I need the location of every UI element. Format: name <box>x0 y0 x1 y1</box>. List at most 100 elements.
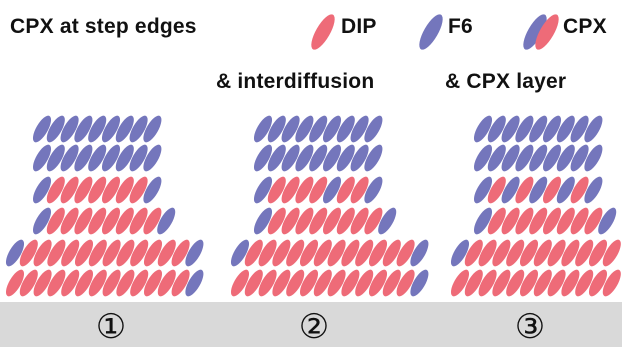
legend-cpx-icon <box>523 14 559 50</box>
f6-molecule <box>542 144 562 172</box>
f6-molecule <box>143 115 162 143</box>
dip-molecule <box>341 239 360 267</box>
step-2-label: ② <box>299 307 329 347</box>
f6-molecule <box>487 115 506 143</box>
dip-molecule <box>368 239 388 267</box>
f6-molecule <box>32 144 52 172</box>
f6-molecule <box>60 144 79 172</box>
dip-molecule <box>19 239 38 267</box>
dip-molecule <box>299 239 319 267</box>
dip-molecule <box>5 269 25 297</box>
f6-molecule <box>584 115 603 143</box>
dip-molecule <box>60 207 79 235</box>
dip-molecule <box>478 239 497 267</box>
dip-molecule <box>478 269 497 297</box>
substrate <box>0 302 622 347</box>
dip-molecule <box>267 207 286 235</box>
dip-molecule <box>272 239 291 267</box>
dip-molecule <box>244 239 263 267</box>
f6-molecule <box>584 176 603 204</box>
dip-molecule <box>487 207 506 235</box>
f6-molecule <box>450 239 470 267</box>
dip-molecule <box>157 239 176 267</box>
dip-molecule <box>450 269 470 297</box>
f6-molecule <box>501 144 520 172</box>
f6-molecule <box>556 115 575 143</box>
dip-molecule <box>171 269 190 297</box>
f6-molecule <box>487 144 506 172</box>
dip-molecule <box>88 207 107 235</box>
f6-molecule <box>281 115 300 143</box>
f6-molecule <box>570 144 589 172</box>
f6-molecule <box>60 115 79 143</box>
dip-molecule <box>561 239 580 267</box>
dip-molecule <box>382 239 401 267</box>
dip-molecule <box>115 207 134 235</box>
dip-molecule <box>519 269 539 297</box>
f6-molecule <box>570 115 589 143</box>
f6-molecule <box>32 115 52 143</box>
dip-molecule <box>487 176 506 204</box>
dip-molecule <box>341 269 360 297</box>
f6-molecule <box>230 239 250 267</box>
f6-molecule <box>115 144 134 172</box>
f6-molecule <box>364 176 383 204</box>
legend-f6-icon <box>419 14 443 50</box>
dip-molecule <box>267 176 286 204</box>
f6-molecule <box>501 115 520 143</box>
f6-molecule <box>281 144 300 172</box>
f6-molecule <box>143 176 162 204</box>
f6-molecule <box>529 115 548 143</box>
f6-molecule <box>101 115 121 143</box>
f6-molecule <box>364 144 383 172</box>
dip-molecule <box>130 269 149 297</box>
dip-molecule <box>368 269 388 297</box>
dip-molecule <box>281 207 300 235</box>
dip-molecule <box>336 176 355 204</box>
f6-molecule <box>88 115 107 143</box>
legend-f6-label: F6 <box>448 15 473 38</box>
dip-molecule <box>88 176 107 204</box>
f6-molecule <box>253 176 273 204</box>
f6-molecule <box>584 144 603 172</box>
f6-molecule <box>46 115 65 143</box>
f6-molecule <box>529 144 548 172</box>
dip-molecule <box>88 239 107 267</box>
dip-molecule <box>295 207 314 235</box>
dip-molecule <box>33 239 52 267</box>
dip-molecule <box>492 239 511 267</box>
dip-molecule <box>529 207 548 235</box>
dip-molecule <box>350 207 369 235</box>
dip-molecule <box>533 269 552 297</box>
dip-molecule <box>19 269 38 297</box>
dip-molecule <box>281 176 300 204</box>
dip-molecule <box>143 207 162 235</box>
f6-molecule <box>267 115 286 143</box>
f6-molecule <box>185 239 204 267</box>
f6-molecule <box>46 144 65 172</box>
dip-molecule <box>102 269 121 297</box>
dip-molecule <box>382 269 401 297</box>
dip-molecule <box>561 269 580 297</box>
f6-molecule <box>143 144 162 172</box>
f6-molecule <box>295 115 314 143</box>
f6-molecule <box>253 144 273 172</box>
dip-molecule <box>364 207 383 235</box>
dip-molecule <box>570 176 589 204</box>
dip-molecule <box>602 269 621 297</box>
f6-molecule <box>501 176 520 204</box>
f6-molecule <box>129 115 148 143</box>
dip-molecule <box>515 207 534 235</box>
f6-molecule <box>378 207 397 235</box>
dip-molecule <box>74 269 94 297</box>
f6-molecule <box>5 239 25 267</box>
f6-molecule <box>473 115 493 143</box>
dip-molecule <box>116 269 135 297</box>
legend-dip-icon <box>311 14 335 50</box>
dip-molecule <box>157 269 176 297</box>
title-step-edges: CPX at step edges <box>10 15 197 38</box>
dip-molecule <box>547 239 566 267</box>
f6-molecule <box>129 144 148 172</box>
f6-molecule <box>253 207 273 235</box>
f6-molecule <box>542 115 562 143</box>
